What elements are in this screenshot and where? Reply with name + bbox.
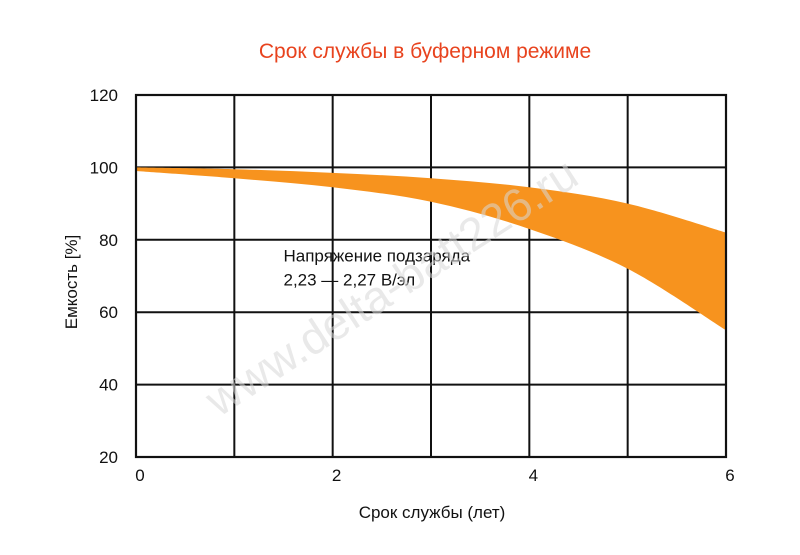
x-axis-label: Срок службы (лет) (359, 503, 506, 522)
y-tick-label: 80 (99, 231, 118, 250)
x-tick-label: 0 (135, 466, 144, 485)
y-tick-label: 20 (99, 448, 118, 467)
frame-layer (134, 93, 728, 459)
y-tick-label: 60 (99, 303, 118, 322)
x-tick-label: 2 (332, 466, 341, 485)
grid-layer (136, 95, 726, 457)
annotation-line-1: Напряжение подзаряда (284, 247, 471, 266)
y-axis-label: Емкость [%] (62, 235, 81, 330)
chart-title: Срок службы в буферном режиме (259, 40, 591, 63)
annotation-line-2: 2,23 — 2,27 В/эл (284, 271, 416, 290)
x-tick-label: 4 (529, 466, 538, 485)
y-tick-label: 40 (99, 376, 118, 395)
x-tick-label: 6 (725, 466, 734, 485)
plot-frame (134, 93, 728, 459)
y-tick-label: 100 (90, 158, 118, 177)
tick-layer: 0 2 4 6 20 40 60 80 100 120 (90, 86, 735, 485)
y-tick-label: 120 (90, 86, 118, 105)
capacity-band-area (136, 167, 726, 331)
band-layer (136, 167, 726, 331)
